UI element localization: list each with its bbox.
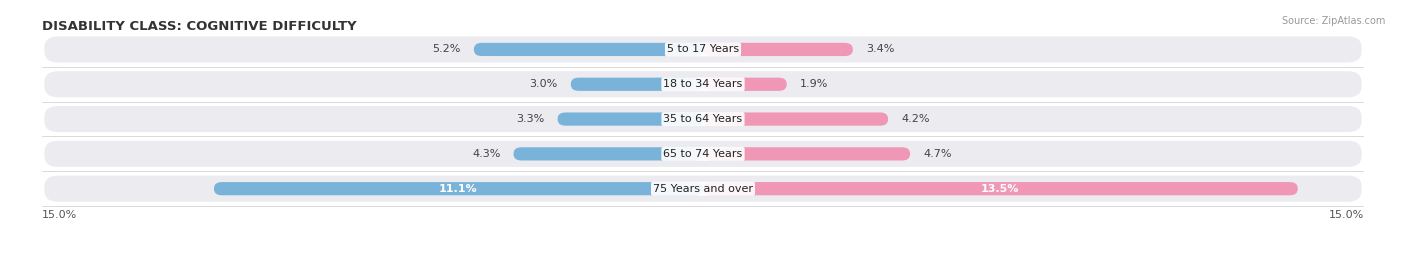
Text: 4.3%: 4.3% [472, 149, 501, 159]
Text: 3.3%: 3.3% [516, 114, 544, 124]
Text: 3.0%: 3.0% [530, 79, 558, 89]
Text: 5 to 17 Years: 5 to 17 Years [666, 45, 740, 55]
FancyBboxPatch shape [474, 43, 703, 56]
FancyBboxPatch shape [214, 182, 703, 195]
Text: DISABILITY CLASS: COGNITIVE DIFFICULTY: DISABILITY CLASS: COGNITIVE DIFFICULTY [42, 20, 357, 33]
Text: Source: ZipAtlas.com: Source: ZipAtlas.com [1281, 16, 1385, 26]
Text: 15.0%: 15.0% [1329, 210, 1364, 220]
Text: 65 to 74 Years: 65 to 74 Years [664, 149, 742, 159]
FancyBboxPatch shape [703, 113, 889, 126]
Text: 3.4%: 3.4% [866, 45, 894, 55]
Text: 35 to 64 Years: 35 to 64 Years [664, 114, 742, 124]
FancyBboxPatch shape [703, 182, 1298, 195]
FancyBboxPatch shape [45, 106, 1361, 132]
FancyBboxPatch shape [558, 113, 703, 126]
FancyBboxPatch shape [703, 147, 910, 160]
FancyBboxPatch shape [45, 176, 1361, 202]
Text: 4.2%: 4.2% [901, 114, 929, 124]
FancyBboxPatch shape [513, 147, 703, 160]
FancyBboxPatch shape [571, 78, 703, 91]
FancyBboxPatch shape [45, 71, 1361, 97]
FancyBboxPatch shape [45, 36, 1361, 63]
Text: 5.2%: 5.2% [432, 45, 461, 55]
Text: 11.1%: 11.1% [439, 184, 478, 194]
FancyBboxPatch shape [703, 43, 853, 56]
Text: 4.7%: 4.7% [924, 149, 952, 159]
Text: 13.5%: 13.5% [981, 184, 1019, 194]
FancyBboxPatch shape [703, 78, 787, 91]
Text: 75 Years and over: 75 Years and over [652, 184, 754, 194]
FancyBboxPatch shape [45, 141, 1361, 167]
Text: 1.9%: 1.9% [800, 79, 828, 89]
Text: 15.0%: 15.0% [42, 210, 77, 220]
Text: 18 to 34 Years: 18 to 34 Years [664, 79, 742, 89]
